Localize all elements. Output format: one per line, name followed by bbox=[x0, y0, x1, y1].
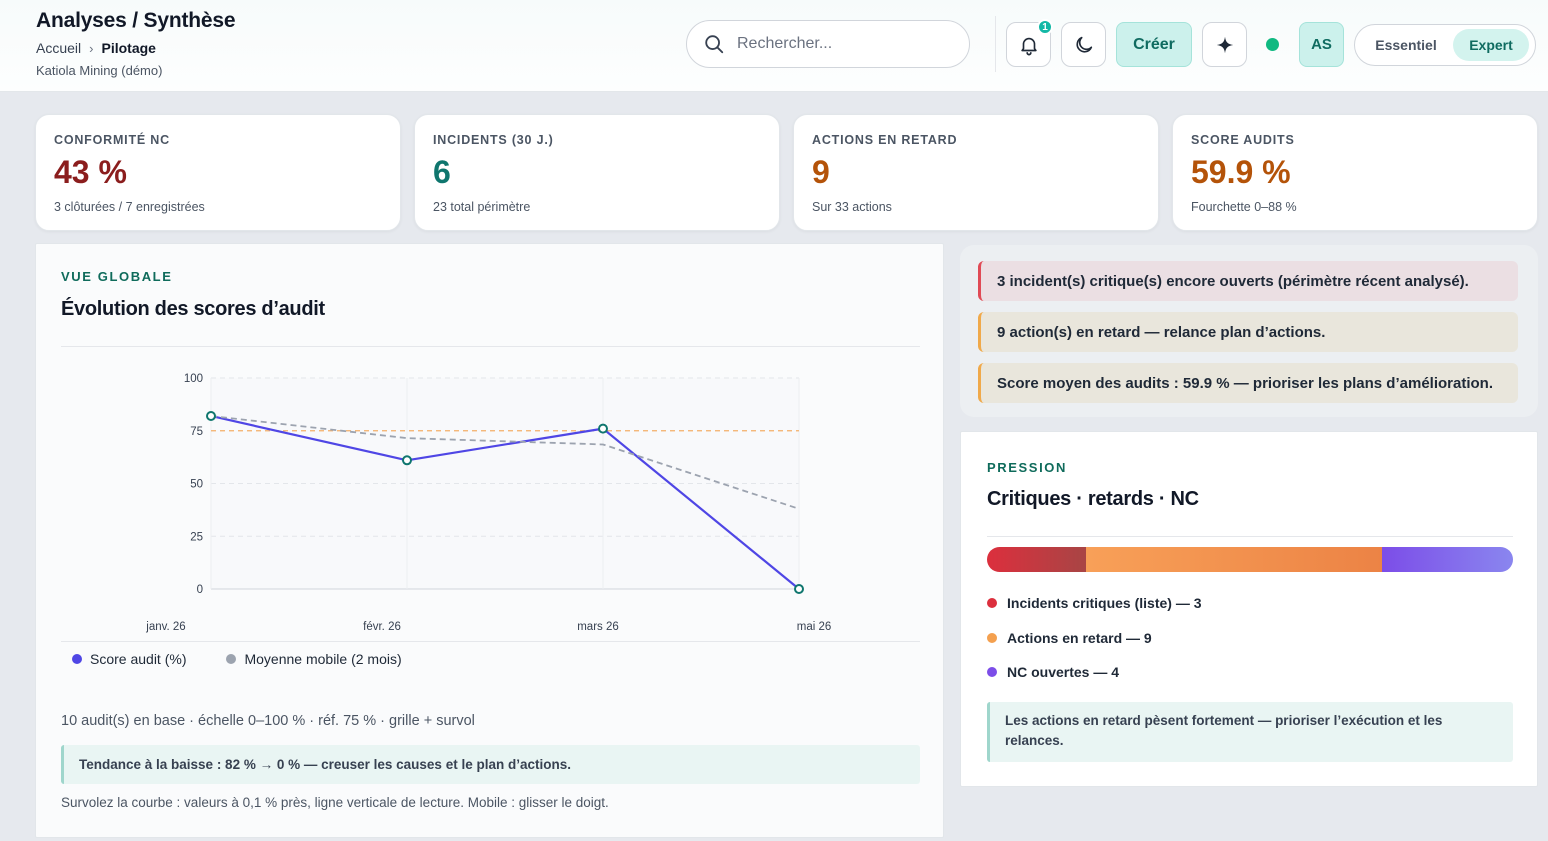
kpi-card-conformite[interactable]: CONFORMITÉ NC 43 % 3 clôturées / 7 enreg… bbox=[35, 114, 401, 231]
chart-meta: 10 audit(s) en base · échelle 0–100 % · … bbox=[61, 713, 475, 729]
pressure-card: PRESSION Critiques · retards · NC Incide… bbox=[960, 431, 1538, 787]
legend-item-late: Actions en retard — 9 bbox=[987, 621, 1202, 656]
kpi-card-actions-retard[interactable]: ACTIONS EN RETARD 9 Sur 33 actions bbox=[793, 114, 1159, 231]
data-point bbox=[794, 584, 804, 594]
user-avatar[interactable]: AS bbox=[1299, 22, 1344, 67]
legend-swatch bbox=[226, 654, 237, 664]
theme-toggle-button[interactable] bbox=[1061, 22, 1106, 67]
search-input[interactable] bbox=[737, 35, 937, 53]
chart-title: Évolution des scores d’audit bbox=[61, 298, 325, 320]
sparkle-icon bbox=[1216, 36, 1233, 53]
legend-item-moving-average[interactable]: Moyenne mobile (2 mois) bbox=[226, 651, 402, 667]
notifications-button[interactable]: 1 bbox=[1006, 19, 1053, 67]
segment-critical-incidents[interactable] bbox=[987, 547, 1086, 572]
online-status-dot bbox=[1266, 38, 1279, 51]
breadcrumb-current: Pilotage bbox=[101, 40, 156, 56]
mode-essentiel[interactable]: Essentiel bbox=[1375, 37, 1437, 53]
alert-critical-incidents[interactable]: 3 incident(s) critique(s) encore ouverts… bbox=[978, 261, 1518, 301]
x-tick-label: mai 26 bbox=[797, 621, 832, 633]
legend-swatch bbox=[987, 598, 997, 609]
chart-legend: Score audit (%) Moyenne mobile (2 mois) bbox=[72, 651, 402, 667]
x-tick-label: févr. 26 bbox=[363, 621, 401, 633]
y-tick-label: 75 bbox=[190, 426, 203, 438]
breadcrumb-home[interactable]: Accueil bbox=[36, 40, 82, 56]
legend-label: Moyenne mobile (2 mois) bbox=[244, 651, 402, 667]
kpi-value: 59.9 % bbox=[1191, 154, 1291, 190]
legend-swatch bbox=[987, 632, 997, 643]
data-point bbox=[206, 410, 216, 421]
alert-late-actions[interactable]: 9 action(s) en retard — relance plan d’a… bbox=[978, 312, 1518, 352]
legend-swatch bbox=[72, 654, 82, 664]
x-tick-label: mars 26 bbox=[577, 621, 619, 633]
page-title: Analyses / Synthèse bbox=[36, 9, 236, 32]
legend-item-nc: NC ouvertes — 4 bbox=[987, 655, 1202, 690]
data-point bbox=[598, 423, 608, 434]
kpi-label: SCORE AUDITS bbox=[1191, 133, 1295, 147]
organization-name: Katiola Mining (démo) bbox=[36, 63, 163, 78]
breadcrumb: Accueil › Pilotage bbox=[36, 40, 156, 56]
legend-label: Score audit (%) bbox=[90, 651, 187, 667]
divider bbox=[61, 641, 920, 642]
kpi-label: ACTIONS EN RETARD bbox=[812, 133, 958, 147]
top-header: Analyses / Synthèse Accueil › Pilotage K… bbox=[0, 0, 1548, 92]
kpi-label: CONFORMITÉ NC bbox=[54, 133, 170, 147]
data-point bbox=[402, 455, 412, 466]
alerts-panel: 3 incident(s) critique(s) encore ouverts… bbox=[960, 245, 1538, 417]
header-divider bbox=[995, 16, 996, 72]
segment-late-actions[interactable] bbox=[1085, 547, 1382, 572]
moon-icon bbox=[1075, 36, 1092, 53]
search-box[interactable] bbox=[686, 20, 970, 68]
legend-item-critical: Incidents critiques (liste) — 3 bbox=[987, 586, 1202, 621]
bell-icon bbox=[1020, 37, 1037, 55]
kpi-subtext: 23 total périmètre bbox=[433, 200, 531, 214]
y-tick-label: 0 bbox=[197, 584, 203, 596]
divider bbox=[987, 536, 1513, 537]
section-eyebrow: PRESSION bbox=[987, 460, 1067, 475]
mode-toggle: Essentiel Expert bbox=[1354, 24, 1536, 66]
mode-expert[interactable]: Expert bbox=[1453, 29, 1529, 61]
chevron-right-icon: › bbox=[89, 40, 94, 56]
search-icon bbox=[705, 35, 724, 54]
legend-item-score[interactable]: Score audit (%) bbox=[72, 651, 186, 667]
kpi-subtext: 3 clôturées / 7 enregistrées bbox=[54, 200, 205, 214]
moving-average-line bbox=[210, 415, 800, 510]
assistant-button[interactable] bbox=[1202, 22, 1247, 67]
y-tick-label: 100 bbox=[184, 373, 203, 385]
kpi-label: INCIDENTS (30 J.) bbox=[433, 133, 554, 147]
y-tick-label: 50 bbox=[190, 479, 203, 491]
create-button[interactable]: Créer bbox=[1116, 22, 1192, 67]
x-tick-label: janv. 26 bbox=[145, 621, 185, 633]
trend-callout: Tendance à la baisse : 82 % → 0 % — creu… bbox=[61, 745, 920, 784]
kpi-value: 6 bbox=[433, 154, 451, 190]
kpi-value: 43 % bbox=[54, 154, 127, 190]
pressure-stacked-bar bbox=[987, 547, 1513, 572]
audit-scores-card: VUE GLOBALE Évolution des scores d’audit… bbox=[35, 243, 944, 838]
pressure-note: Les actions en retard pèsent fortement —… bbox=[987, 702, 1513, 762]
legend-label: Incidents critiques (liste) — 3 bbox=[1007, 595, 1202, 612]
kpi-card-incidents[interactable]: INCIDENTS (30 J.) 6 23 total périmètre bbox=[414, 114, 780, 231]
chart-hint: Survolez la courbe : valeurs à 0,1 % prè… bbox=[61, 795, 609, 810]
alert-audit-score[interactable]: Score moyen des audits : 59.9 % — priori… bbox=[978, 363, 1518, 403]
kpi-subtext: Fourchette 0–88 % bbox=[1191, 200, 1297, 214]
y-tick-label: 25 bbox=[190, 531, 203, 543]
kpi-card-score-audits[interactable]: SCORE AUDITS 59.9 % Fourchette 0–88 % bbox=[1172, 114, 1538, 231]
legend-label: NC ouvertes — 4 bbox=[1007, 664, 1120, 681]
divider bbox=[61, 346, 920, 347]
kpi-subtext: Sur 33 actions bbox=[812, 200, 892, 214]
pressure-legend: Incidents critiques (liste) — 3 Actions … bbox=[987, 586, 1202, 690]
kpi-value: 9 bbox=[812, 154, 830, 190]
notification-badge: 1 bbox=[1037, 19, 1053, 35]
section-eyebrow: VUE GLOBALE bbox=[61, 269, 173, 284]
pressure-title: Critiques · retards · NC bbox=[987, 488, 1199, 510]
legend-label: Actions en retard — 9 bbox=[1007, 629, 1152, 646]
segment-open-nc[interactable] bbox=[1381, 547, 1513, 572]
score-line bbox=[210, 414, 800, 590]
audit-line-chart[interactable]: 0 25 50 75 100 janv. 26 févr. 26 mars 26 mai 26 bbox=[36, 348, 945, 640]
legend-swatch bbox=[987, 667, 997, 678]
